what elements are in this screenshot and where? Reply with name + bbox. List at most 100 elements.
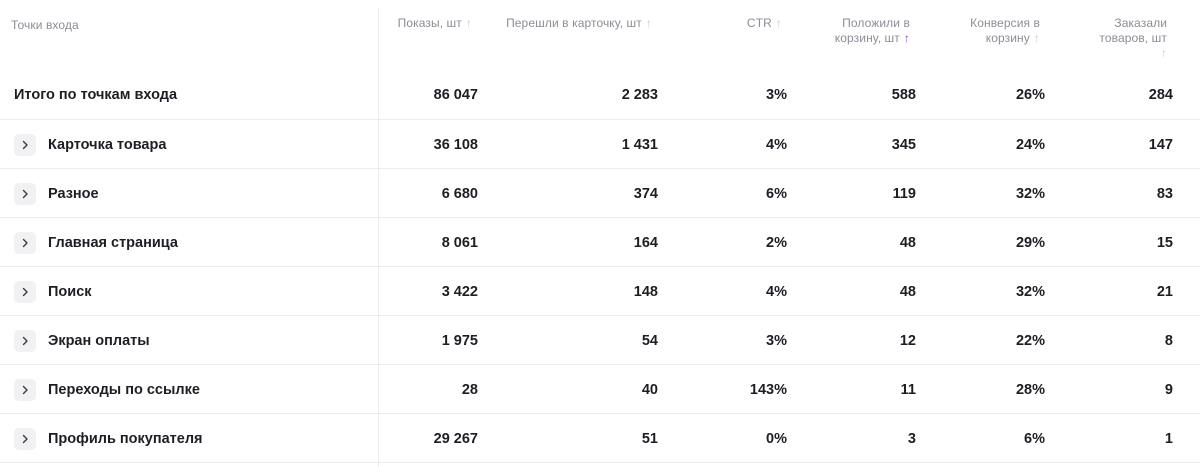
row-cart: 48 [899,283,916,300]
total-row: Итого по точкам входа 86 047 2 283 3% 58… [0,69,1200,120]
chevron-right-icon [22,336,28,345]
row-name: Экран оплаты [48,332,150,349]
row-divider [0,266,1200,267]
row-cart: 345 [891,136,916,153]
row-ctr: 143% [749,381,787,398]
total-orders: 284 [1148,86,1173,103]
row-orders: 21 [1156,283,1173,300]
expand-button[interactable] [14,231,36,254]
row-clicks: 374 [633,185,658,202]
expand-button[interactable] [14,329,36,352]
expand-button[interactable] [14,427,36,450]
row-clicks: 164 [633,234,658,251]
table-row[interactable]: Экран оплаты 1 975 54 3% 12 22% 8 [0,316,1200,365]
header-cart[interactable]: Положили в корзину, шт ↑ [810,16,910,46]
row-conversion: 32% [1015,283,1045,300]
row-divider [0,462,1200,463]
row-name: Разное [48,185,99,202]
table-row[interactable]: Профиль покупателя 29 267 51 0% 3 6% 1 [0,414,1200,463]
chevron-right-icon [22,238,28,247]
expand-button[interactable] [14,133,36,156]
row-ctr: 3% [766,332,787,349]
sort-arrow-up-icon[interactable]: ↑ [1033,31,1040,45]
row-clicks: 51 [641,430,658,447]
header-conversion-label: Конверсия в корзину [970,16,1040,45]
row-views: 28 [461,381,478,398]
row-name-cell: Карточка товара [14,120,374,169]
sort-arrow-up-icon[interactable]: ↑ [1160,46,1167,60]
sort-arrow-up-icon[interactable]: ↑ [645,16,652,30]
header-clicks[interactable]: Перешли в карточку, шт ↑ [500,16,652,31]
chevron-right-icon [22,385,28,394]
table-row[interactable]: Разное 6 680 374 6% 119 32% 83 [0,169,1200,218]
row-name-cell: Главная страница [14,218,374,267]
header-conversion[interactable]: Конверсия в корзину ↑ [950,16,1040,46]
sort-arrow-up-icon[interactable]: ↑ [775,16,782,30]
table-row[interactable]: Поиск 3 422 148 4% 48 32% 21 [0,267,1200,316]
header-orders[interactable]: Заказали товаров, шт↑ [1092,16,1167,61]
row-name-cell: Поиск [14,267,374,316]
row-orders: 8 [1164,332,1173,349]
row-views: 3 422 [441,283,478,300]
row-divider [0,413,1200,414]
row-name: Переходы по ссылке [48,381,200,398]
row-ctr: 2% [766,234,787,251]
row-conversion: 22% [1015,332,1045,349]
row-ctr: 6% [766,185,787,202]
row-views: 1 975 [441,332,478,349]
header-entry-points-label: Точки входа [11,18,79,32]
column-divider [378,8,379,467]
header-entry-points: Точки входа [11,18,211,33]
row-name: Поиск [48,283,92,300]
row-orders: 9 [1164,381,1173,398]
row-conversion: 6% [1024,430,1045,447]
row-divider [0,364,1200,365]
row-divider [0,119,1200,120]
expand-button[interactable] [14,182,36,205]
row-conversion: 24% [1015,136,1045,153]
total-cart: 588 [891,86,916,103]
row-ctr: 0% [766,430,787,447]
row-cart: 3 [907,430,916,447]
header-ctr[interactable]: CTR ↑ [700,16,782,31]
row-name-cell: Разное [14,169,374,218]
table-row[interactable]: Главная страница 8 061 164 2% 48 29% 15 [0,218,1200,267]
chevron-right-icon [22,140,28,149]
chevron-right-icon [22,287,28,296]
total-ctr: 3% [766,86,787,103]
chevron-right-icon [22,189,28,198]
row-name: Главная страница [48,234,178,251]
row-cart: 48 [899,234,916,251]
row-views: 6 680 [441,185,478,202]
row-cart: 119 [892,185,916,202]
table-row[interactable]: Карточка товара 36 108 1 431 4% 345 24% … [0,120,1200,169]
header-cart-label: Положили в корзину, шт [834,16,910,45]
expand-button[interactable] [14,378,36,401]
row-views: 8 061 [441,234,478,251]
sort-arrow-up-active-icon[interactable]: ↑ [903,31,910,45]
total-views: 86 047 [433,86,478,103]
row-views: 29 267 [433,430,478,447]
header-clicks-label: Перешли в карточку, шт [506,16,642,30]
row-clicks: 40 [641,381,658,398]
total-label: Итого по точкам входа [14,86,178,103]
total-conversion: 26% [1015,86,1045,103]
header-views[interactable]: Показы, шт ↑ [372,16,472,31]
header-ctr-label: CTR [746,16,772,30]
row-conversion: 29% [1015,234,1045,251]
row-divider [0,168,1200,169]
row-orders: 15 [1156,234,1173,251]
sort-arrow-up-icon[interactable]: ↑ [465,16,472,30]
table-row[interactable]: Переходы по ссылке 28 40 143% 11 28% 9 [0,365,1200,414]
row-name: Профиль покупателя [48,430,203,447]
row-name-cell: Переходы по ссылке [14,365,374,414]
row-ctr: 4% [766,136,787,153]
row-conversion: 28% [1015,381,1045,398]
header-orders-label: Заказали товаров, шт [1099,16,1167,45]
row-conversion: 32% [1015,185,1045,202]
row-ctr: 4% [766,283,787,300]
expand-button[interactable] [14,280,36,303]
row-clicks: 54 [641,332,658,349]
chevron-right-icon [22,434,28,443]
